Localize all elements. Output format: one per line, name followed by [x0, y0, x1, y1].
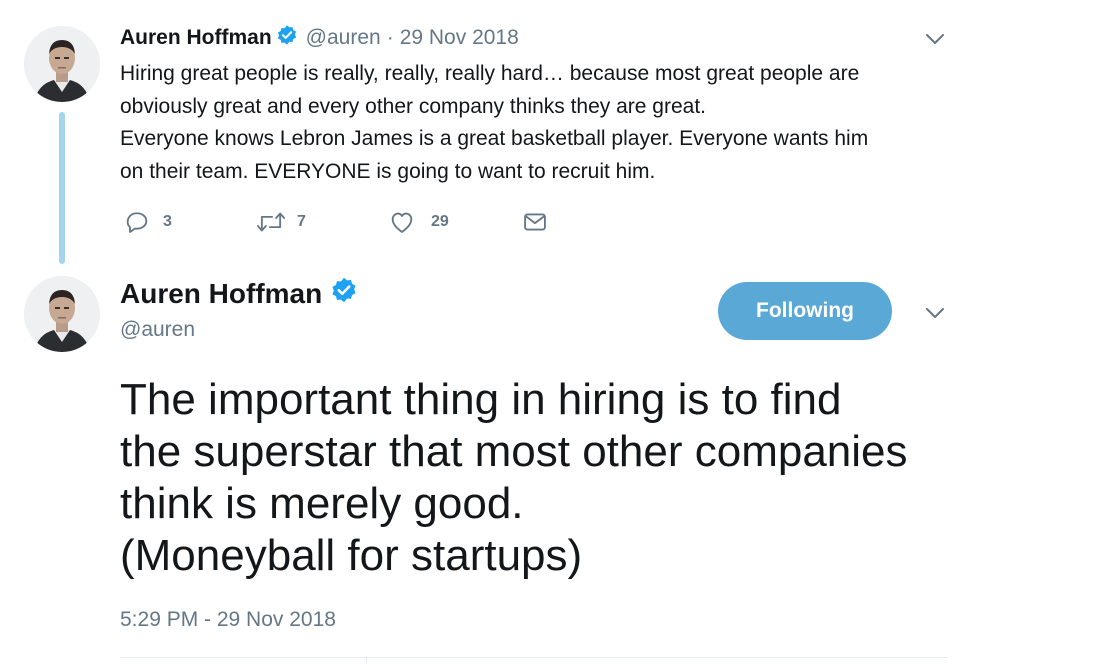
author-name-row: Auren Hoffman [120, 276, 366, 311]
reply-icon [123, 208, 151, 236]
tweet-date[interactable]: 29 Nov 2018 [399, 26, 519, 49]
tweet-text-line: think is merely good. [120, 479, 524, 528]
author-handle[interactable]: @auren [305, 26, 381, 49]
chevron-down-icon[interactable] [924, 306, 946, 320]
verified-badge-icon [330, 276, 358, 311]
avatar[interactable] [24, 276, 100, 352]
divider [120, 657, 948, 658]
thread-connector-line [59, 112, 65, 264]
like-button[interactable]: 29 [387, 207, 449, 237]
author-name[interactable]: Auren Hoffman [120, 26, 272, 49]
tweet-text: The important thing in hiring is to find… [120, 374, 1020, 582]
following-button[interactable]: Following [718, 282, 892, 340]
tweet-text-line: (Moneyball for startups) [120, 531, 583, 580]
tweet-text: Hiring great people is really, really, r… [120, 58, 980, 188]
tweet-timestamp[interactable]: 5:29 PM - 29 Nov 2018 [120, 608, 336, 631]
tweet-text-line: Hiring great people is really, really, r… [120, 62, 860, 85]
retweet-count: 7 [297, 213, 306, 230]
reply-button[interactable]: 3 [123, 207, 172, 237]
like-count: 29 [431, 213, 449, 230]
tweet-text-line: The important thing in hiring is to find [120, 375, 842, 424]
tweet-text-line: obviously great and every other company … [120, 94, 706, 118]
author-name[interactable]: Auren Hoffman [120, 277, 323, 309]
divider [366, 658, 367, 664]
author-handle[interactable]: @auren [120, 318, 196, 341]
tweet-text-line: Everyone knows Lebron James is a great b… [120, 127, 869, 150]
heart-icon [387, 208, 417, 236]
reply-count: 3 [163, 213, 172, 230]
verified-badge-icon [276, 24, 298, 52]
avatar[interactable] [24, 26, 100, 102]
tweet-text-line: the superstar that most other companies [120, 427, 908, 476]
retweet-icon [255, 208, 287, 236]
tweet-text-line: on their team. EVERYONE is going to want… [120, 159, 656, 183]
tweet-header: Auren Hoffman @auren · 29 Nov 2018 [120, 24, 519, 52]
separator-dot: · [386, 26, 394, 49]
direct-message-button[interactable] [521, 207, 549, 237]
envelope-icon [521, 208, 549, 236]
chevron-down-icon[interactable] [924, 32, 946, 46]
retweet-button[interactable]: 7 [255, 207, 306, 237]
